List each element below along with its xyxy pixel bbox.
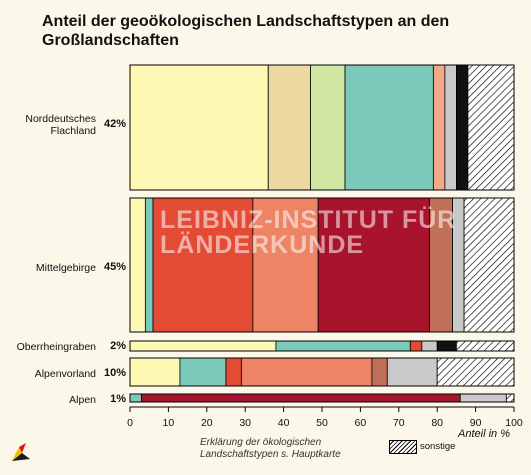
x-tick-label: 50 (316, 417, 328, 429)
bar-segment (429, 197, 453, 333)
category-share: 1% (110, 393, 126, 405)
bar-outline (129, 393, 515, 403)
bar-outline (129, 64, 515, 191)
x-tick-label: 10 (162, 417, 175, 429)
x-tick-label: 80 (431, 417, 444, 429)
bar-segment (344, 64, 434, 191)
bar-segment (459, 393, 507, 403)
bar-outline (129, 340, 515, 352)
category-share: 42% (103, 118, 126, 130)
bar-segment (467, 64, 515, 191)
category-label: Mittelgebirge (35, 262, 96, 274)
x-tick-label: 0 (127, 417, 133, 429)
bar-segment (129, 197, 146, 333)
legend-caption: Erklärung der ökologischen Landschaftsty… (200, 437, 341, 460)
x-tick-label: 20 (200, 417, 213, 429)
bar-segment (267, 64, 311, 191)
category-label: Alpenvorland (34, 368, 96, 380)
category-label: Norddeutsches Flachland (25, 113, 96, 137)
category-label: Alpen (69, 394, 96, 406)
bar-segment (455, 64, 469, 191)
bar-segment (409, 340, 423, 352)
bar-segment (240, 357, 373, 387)
x-tick-label: 30 (239, 417, 252, 429)
bar-segment (310, 64, 346, 191)
bar-segment (152, 197, 254, 333)
bar-segment (436, 340, 457, 352)
x-axis (129, 406, 515, 412)
bar-segment (452, 197, 465, 333)
bar-segment (129, 64, 269, 191)
x-tick-label: 40 (277, 417, 290, 429)
bar-segment (455, 340, 515, 352)
x-tick-label: 100 (505, 417, 523, 429)
legend-swatch-sonstige (389, 440, 417, 454)
bar-outline (129, 357, 515, 387)
bar-segment (505, 393, 515, 403)
x-tick-label: 90 (469, 417, 482, 429)
x-tick-label: 60 (354, 417, 367, 429)
category-label: Oberrheingraben (16, 341, 96, 353)
bar-segment (129, 357, 181, 387)
bar-segment (141, 393, 461, 403)
institute-logo-icon (12, 443, 30, 461)
bars-group (129, 64, 515, 403)
bar-segment (436, 357, 515, 387)
x-axis-label: Anteil in % (458, 428, 510, 440)
legend-label-sonstige: sonstige (420, 441, 456, 452)
bar-segment (386, 357, 438, 387)
category-share: 10% (103, 367, 126, 379)
bar-segment (144, 197, 154, 333)
category-share: 2% (110, 340, 126, 352)
chart-title: Anteil der geoökologischen Landschaftsty… (42, 13, 450, 49)
bar-segment (275, 340, 411, 352)
bar-segment (371, 357, 388, 387)
x-tick-label: 70 (392, 417, 405, 429)
bar-segment (421, 340, 438, 352)
bar-segment (432, 64, 446, 191)
category-share: 45% (103, 261, 126, 273)
bar-segment (444, 64, 457, 191)
bar-segment (463, 197, 515, 333)
bar-segment (129, 393, 142, 403)
bar-segment (252, 197, 319, 333)
bar-outline (129, 197, 515, 333)
bar-segment (129, 340, 277, 352)
bar-segment (179, 357, 227, 387)
bar-segment (317, 197, 430, 333)
bar-segment (225, 357, 242, 387)
